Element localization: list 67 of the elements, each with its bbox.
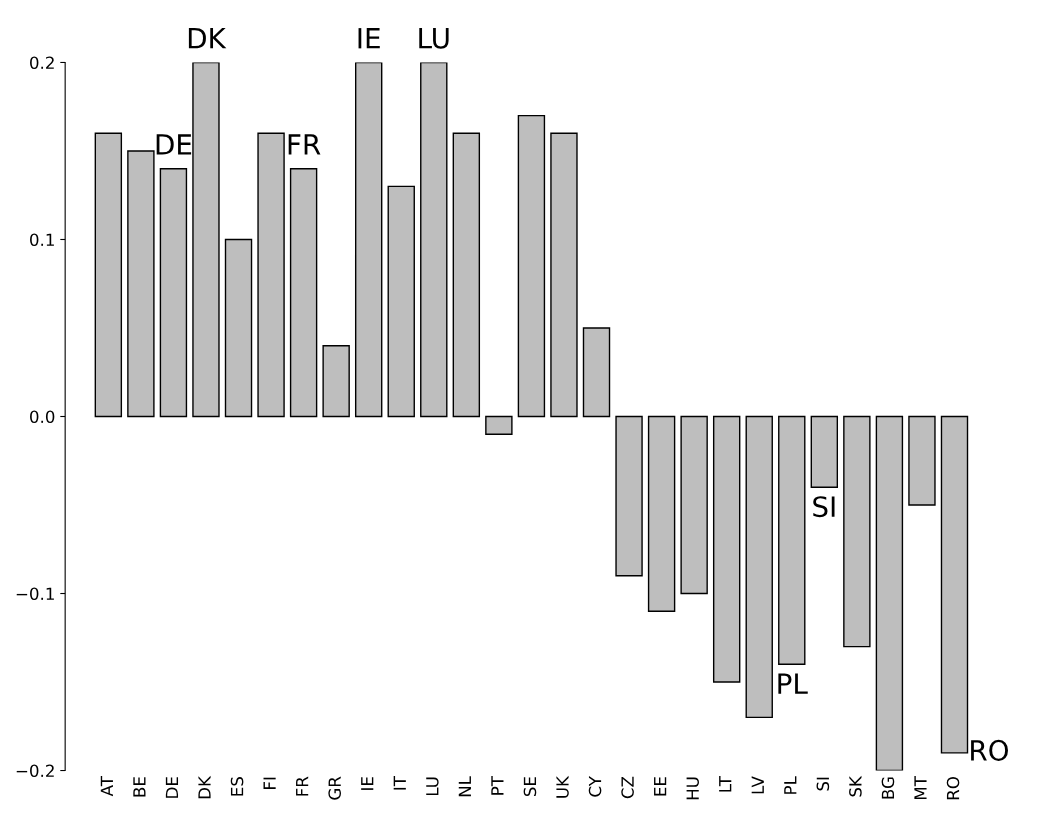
annotation: FR bbox=[288, 134, 321, 155]
bar bbox=[647, 415, 676, 612]
annotation: SI bbox=[813, 496, 835, 518]
x-tick-label: PT bbox=[491, 776, 504, 795]
x-tick-label: PL bbox=[784, 776, 797, 794]
x-tick-label: DK bbox=[198, 775, 211, 799]
x-tick-label: MT bbox=[914, 776, 927, 800]
bar bbox=[550, 132, 578, 418]
bar bbox=[224, 238, 253, 418]
annotation: DE bbox=[156, 134, 192, 155]
x-tick-label: IT bbox=[393, 776, 406, 790]
y-tick-label: 0.1 bbox=[30, 233, 54, 247]
bar bbox=[127, 150, 155, 418]
x-tick-label: LU bbox=[426, 777, 439, 796]
bar bbox=[452, 132, 481, 418]
y-tick-label: −0.2 bbox=[16, 764, 54, 778]
bar bbox=[745, 415, 773, 719]
x-tick-label: IE bbox=[361, 777, 374, 790]
bar bbox=[778, 415, 806, 666]
bar bbox=[159, 167, 188, 418]
x-tick-label: UK bbox=[556, 775, 569, 798]
annotation: DK bbox=[188, 28, 227, 49]
x-tick-label: DE bbox=[165, 777, 179, 798]
bar bbox=[940, 415, 969, 754]
annotation: IE bbox=[358, 28, 380, 49]
x-tick-label: FR bbox=[296, 776, 309, 796]
bar bbox=[582, 327, 611, 418]
bar bbox=[94, 132, 123, 418]
bar bbox=[680, 415, 708, 595]
x-tick-label: AT bbox=[100, 776, 113, 797]
x-tick-label: EE bbox=[654, 777, 667, 796]
x-tick-label: CY bbox=[588, 776, 602, 797]
bar bbox=[908, 415, 936, 506]
bar bbox=[354, 62, 383, 418]
bar bbox=[387, 185, 415, 418]
bar bbox=[192, 62, 220, 418]
y-tick-label: −0.1 bbox=[16, 587, 54, 601]
x-tick-label: SI bbox=[816, 777, 830, 791]
x-tick-label: BE bbox=[133, 777, 146, 797]
x-tick-label: ES bbox=[230, 777, 244, 796]
y-tick-label: 0.2 bbox=[30, 56, 54, 70]
bar bbox=[517, 114, 546, 418]
annotation: RO bbox=[971, 739, 1008, 761]
bar bbox=[843, 415, 871, 648]
bar bbox=[485, 415, 513, 435]
bar bbox=[322, 344, 350, 418]
bar bbox=[712, 415, 741, 683]
x-tick-label: SE bbox=[523, 777, 537, 797]
x-tick-label: SK bbox=[849, 775, 862, 797]
x-tick-label: RO bbox=[946, 777, 960, 800]
bar bbox=[810, 415, 839, 488]
bar bbox=[257, 132, 285, 418]
x-tick-label: CZ bbox=[621, 776, 634, 799]
x-tick-label: BG bbox=[881, 777, 895, 799]
y-tick-label: 0.0 bbox=[30, 410, 55, 424]
x-tick-label: NL bbox=[458, 776, 471, 797]
x-tick-label: LT bbox=[719, 776, 732, 792]
x-tick-label: FI bbox=[263, 777, 276, 789]
bar bbox=[875, 415, 904, 771]
annotation: PL bbox=[778, 673, 808, 694]
annotation: LU bbox=[419, 28, 449, 49]
x-tick-label: GR bbox=[328, 776, 341, 800]
x-tick-label: LV bbox=[751, 776, 764, 794]
bar bbox=[420, 62, 448, 418]
x-tick-label: HU bbox=[686, 777, 699, 800]
bar bbox=[289, 167, 318, 418]
bar bbox=[615, 415, 643, 577]
